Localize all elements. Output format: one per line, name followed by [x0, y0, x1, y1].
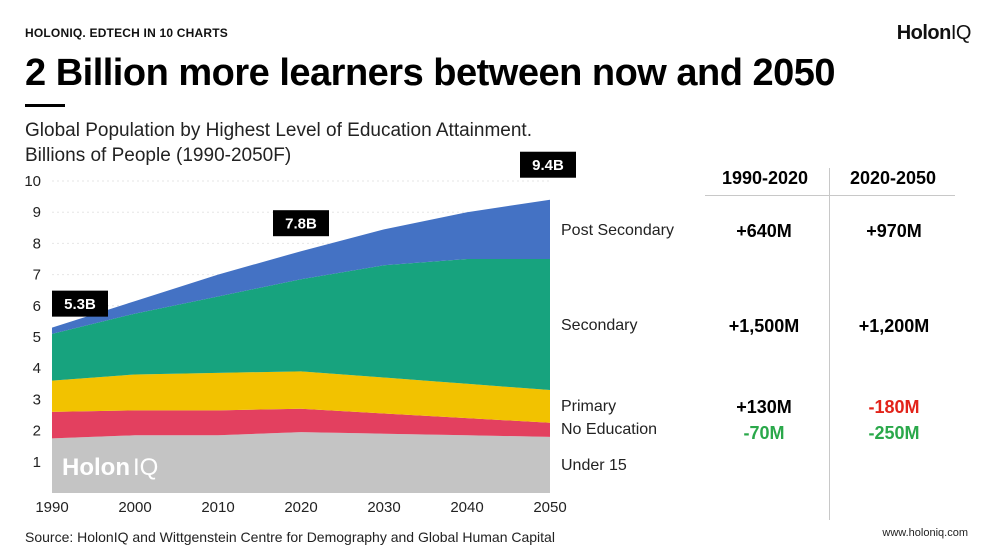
page-title: 2 Billion more learners between now and …: [25, 52, 836, 94]
y-tick-label-6: 6: [33, 298, 41, 315]
series-label-secondary: Secondary: [561, 317, 638, 334]
table-header-rule: [705, 195, 955, 196]
y-tick-label-9: 9: [33, 204, 41, 221]
table-header-1990-2020: 1990-2020: [721, 168, 809, 188]
y-tick-label-3: 3: [33, 391, 41, 408]
area-secondary: [52, 259, 550, 391]
table-cell-secondary-2020-2050: +1,200M: [858, 316, 930, 336]
kicker: HOLONIQ. EDTECH IN 10 CHARTS: [25, 26, 228, 40]
subtitle-line-2: Billions of People (1990-2050F): [25, 145, 292, 166]
title-rule: [25, 104, 65, 107]
table-cell-primary-2020-2050: -180M: [868, 397, 920, 417]
chart-subtitle: Global Population by Highest Level of Ed…: [25, 118, 532, 168]
logo-main: Holon: [896, 22, 952, 44]
y-tick-label-2: 2: [33, 423, 41, 440]
total-callout-2020: 7.8B: [285, 216, 317, 233]
y-tick-label-4: 4: [33, 360, 41, 377]
x-tick-label-2040: 2040: [450, 499, 483, 516]
table-cell-secondary-1990-2020: +1,500M: [728, 316, 800, 336]
total-callout-2050: 9.4B: [532, 157, 564, 174]
area-no-education: [52, 408, 550, 439]
kicker-brand: HOLONIQ.: [25, 26, 86, 40]
kicker-section: EDTECH IN 10 CHARTS: [89, 26, 228, 40]
table-column-divider: [829, 168, 830, 520]
x-tick-label-2020: 2020: [284, 499, 317, 516]
total-callout-box-2020: [273, 210, 329, 237]
area-post-secondary: [52, 199, 550, 334]
table-cell-post-secondary-1990-2020: +640M: [736, 221, 792, 241]
table-cell-post-secondary-2020-2050: +970M: [866, 221, 922, 241]
series-label-under-15: Under 15: [561, 457, 627, 474]
table-cell-no-education-2020-2050: -250M: [868, 423, 920, 443]
series-label-post-secondary: Post Secondary: [561, 222, 674, 239]
y-tick-label-10: 10: [24, 173, 41, 190]
table-header-2020-2050: 2020-2050: [849, 168, 937, 188]
area-under-15: [52, 432, 550, 493]
website-link[interactable]: www.holoniq.com: [882, 527, 968, 539]
series-label-no-education: No Education: [561, 421, 657, 438]
y-tick-label-7: 7: [33, 267, 41, 284]
area-primary: [52, 371, 550, 423]
table-cell-no-education-1990-2020: -70M: [743, 423, 785, 443]
x-tick-label-2050: 2050: [533, 499, 566, 516]
logo-suffix: IQ: [950, 22, 972, 44]
total-callout-1990: 5.3B: [64, 296, 96, 313]
total-callout-box-1990: [52, 290, 108, 317]
watermark-logo: Holon IQ: [62, 454, 158, 481]
series-label-primary: Primary: [561, 398, 616, 415]
watermark-suffix: IQ: [133, 454, 158, 481]
y-tick-label-5: 5: [33, 329, 41, 346]
y-tick-label-1: 1: [33, 454, 41, 471]
total-callout-box-2050: [520, 151, 576, 178]
x-tick-label-2000: 2000: [118, 499, 151, 516]
source-note: Source: HolonIQ and Wittgenstein Centre …: [25, 529, 555, 545]
subtitle-line-1: Global Population by Highest Level of Ed…: [25, 120, 532, 141]
table-cell-primary-1990-2020: +130M: [736, 397, 792, 417]
x-tick-label-2030: 2030: [367, 499, 400, 516]
y-tick-label-8: 8: [33, 235, 41, 252]
x-tick-label-2010: 2010: [201, 499, 234, 516]
watermark-main: Holon: [62, 454, 130, 481]
x-tick-label-1990: 1990: [35, 499, 68, 516]
holoniq-logo: HolonIQ: [896, 22, 972, 45]
